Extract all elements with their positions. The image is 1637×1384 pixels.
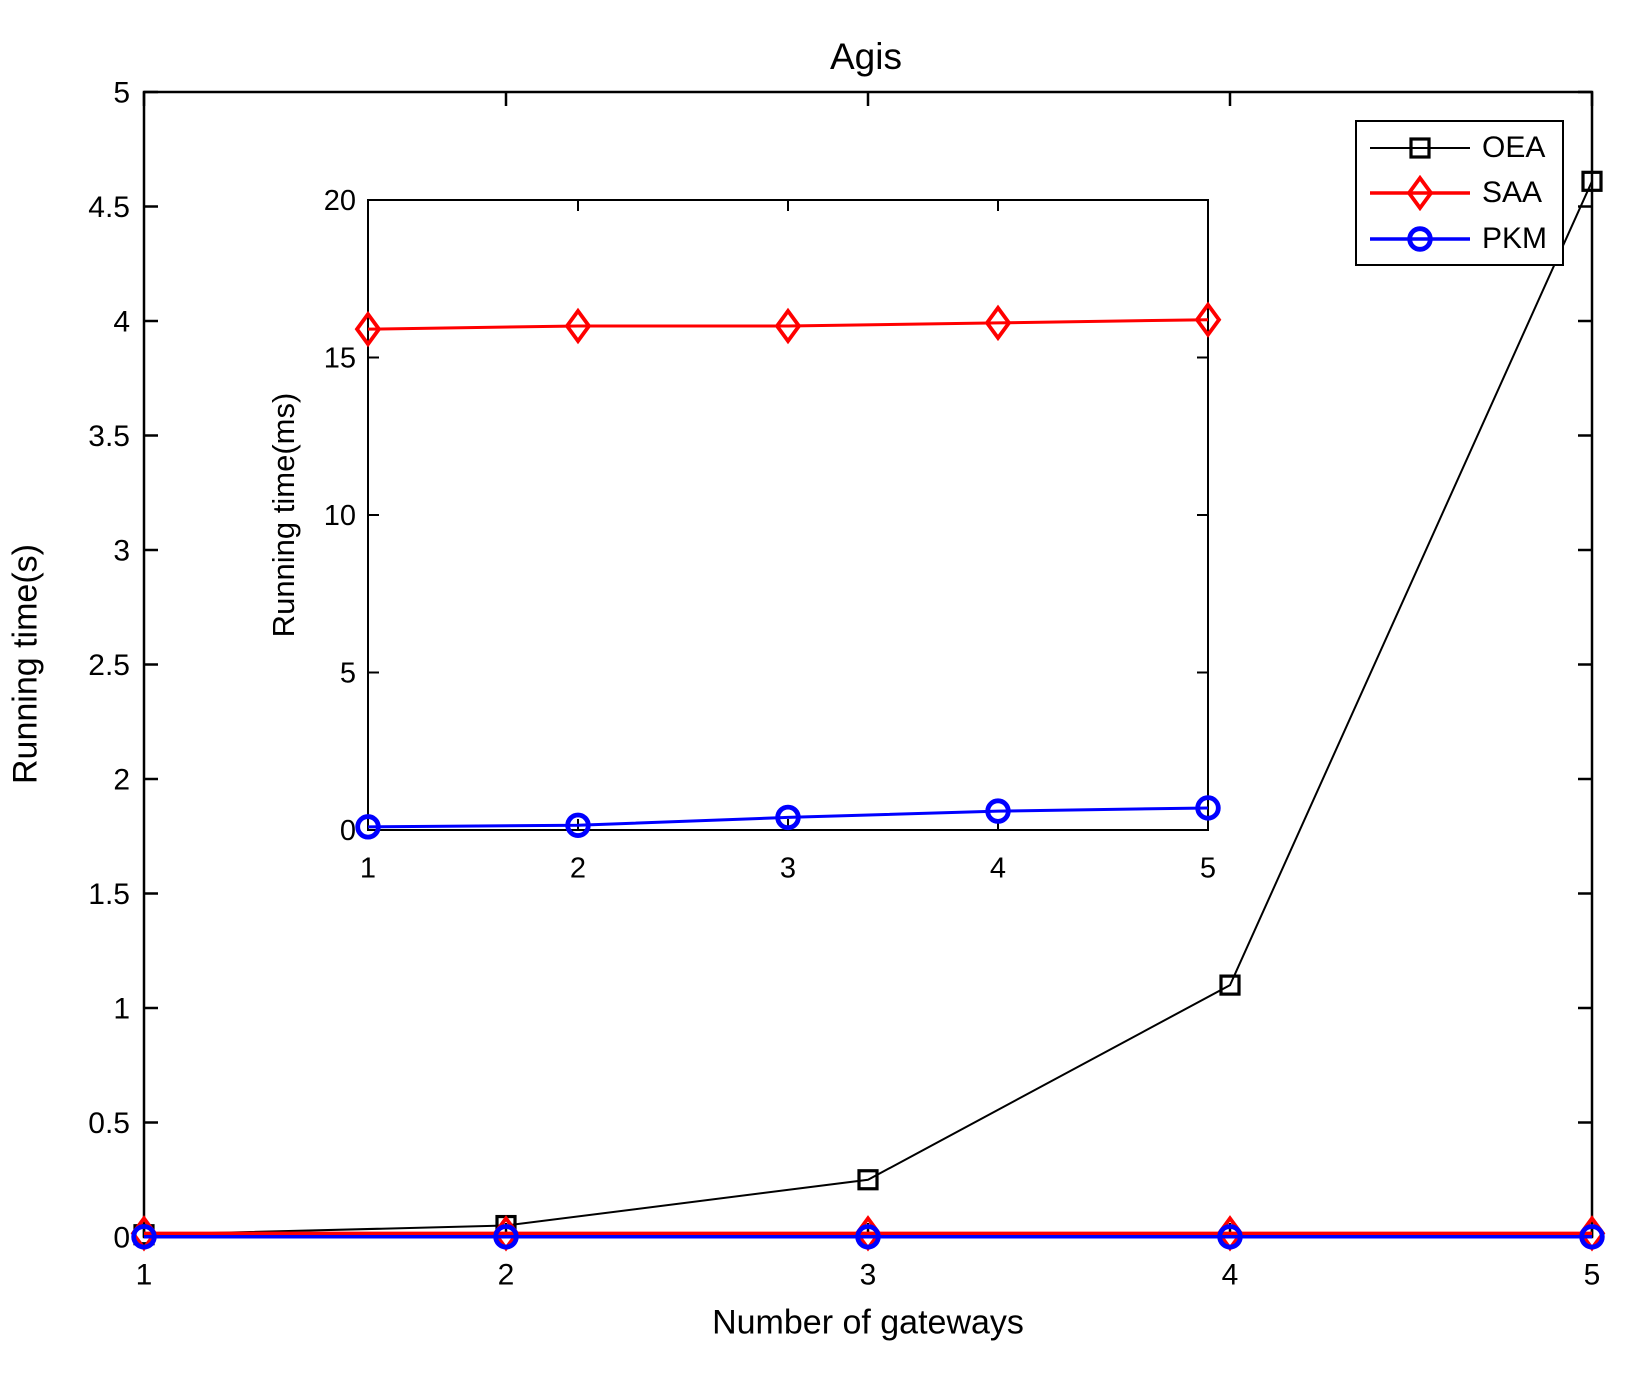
chart-title: Agis: [830, 36, 902, 77]
y-axis-label: Running time(s): [6, 544, 45, 784]
circle-marker-pkm: [985, 798, 1011, 824]
legend-entry: SAA: [1368, 171, 1562, 215]
y-tick-label: 5: [340, 658, 356, 690]
diamond-marker-saa: [564, 307, 592, 345]
x-tick-label: 4: [990, 853, 1006, 885]
x-tick-label: 4: [1222, 1259, 1239, 1292]
circle-marker-pkm: [565, 812, 591, 838]
x-tick-label: 1: [136, 1259, 153, 1292]
square-marker-oea: [1219, 974, 1241, 996]
y-tick-label: 2.5: [88, 649, 130, 682]
circle-marker-pkm: [775, 804, 801, 831]
legend-marker-square-icon: [1370, 136, 1470, 159]
y-tick-label: 2: [113, 764, 130, 797]
legend-label: OEA: [1482, 130, 1546, 164]
series-line-oea: [143, 180, 1593, 1236]
legend-label: SAA: [1482, 176, 1543, 209]
diamond-marker-saa: [1194, 301, 1222, 338]
x-tick-label: 2: [570, 853, 586, 885]
y-tick-label: 1: [113, 993, 130, 1026]
y-tick-label: 1.5: [88, 878, 130, 911]
circle-marker-pkm: [855, 1224, 881, 1250]
legend-square-marker: [1409, 136, 1431, 159]
circle-marker-pkm: [131, 1224, 157, 1250]
y-tick-label: 4: [113, 306, 130, 339]
diamond-marker-saa: [984, 304, 1012, 342]
diamond-marker-saa: [354, 310, 382, 348]
y-tick-label: 0.5: [88, 1107, 130, 1140]
circle-marker-pkm: [355, 814, 381, 840]
square-marker-oea: [857, 1169, 879, 1191]
legend-circle-marker: [1407, 225, 1433, 252]
y-tick-label: 5: [113, 77, 130, 110]
circle-marker-pkm: [1195, 795, 1221, 821]
y-tick-label: 3.5: [88, 420, 130, 453]
legend-marker-diamond-icon: [1370, 175, 1470, 211]
y-tick-label: 10: [324, 500, 356, 532]
x-tick-label: 2: [498, 1259, 515, 1292]
circle-marker-pkm: [1579, 1224, 1605, 1250]
legend-entry: PKM: [1368, 217, 1562, 261]
series-line-pkm: [367, 806, 1209, 829]
legend: OEA SAA PKM: [1355, 120, 1564, 266]
x-tick-label: 3: [860, 1259, 877, 1292]
y-tick-label: 3: [113, 535, 130, 568]
legend-marker-circle-icon: [1370, 225, 1470, 252]
circle-marker-pkm: [493, 1224, 519, 1250]
y-tick-label: 0: [113, 1222, 130, 1255]
x-axis-label: Number of gateways: [712, 1303, 1024, 1342]
x-tick-label: 5: [1200, 853, 1216, 885]
legend-label: PKM: [1482, 221, 1548, 255]
square-marker-oea: [1581, 170, 1603, 192]
x-tick-label: 3: [780, 853, 796, 885]
legend-diamond-marker: [1406, 175, 1434, 211]
y-tick-label: 0: [340, 815, 356, 847]
x-tick-label: 5: [1584, 1259, 1601, 1292]
legend-entry: OEA: [1368, 126, 1562, 170]
circle-marker-pkm: [1217, 1224, 1243, 1250]
y-tick-label: 20: [324, 185, 356, 217]
axes-frame-inset: [367, 199, 1209, 831]
diamond-marker-saa: [774, 307, 802, 345]
x-tick-label: 1: [360, 853, 376, 885]
y-tick-label: 15: [324, 343, 356, 375]
axes-inset: 1 2 3 4 5 0 5 10 15 20: [324, 185, 1222, 885]
inset-y-axis-label: Running time(ms): [266, 392, 301, 638]
series-line-saa: [367, 318, 1209, 331]
y-tick-label: 4.5: [88, 191, 130, 224]
